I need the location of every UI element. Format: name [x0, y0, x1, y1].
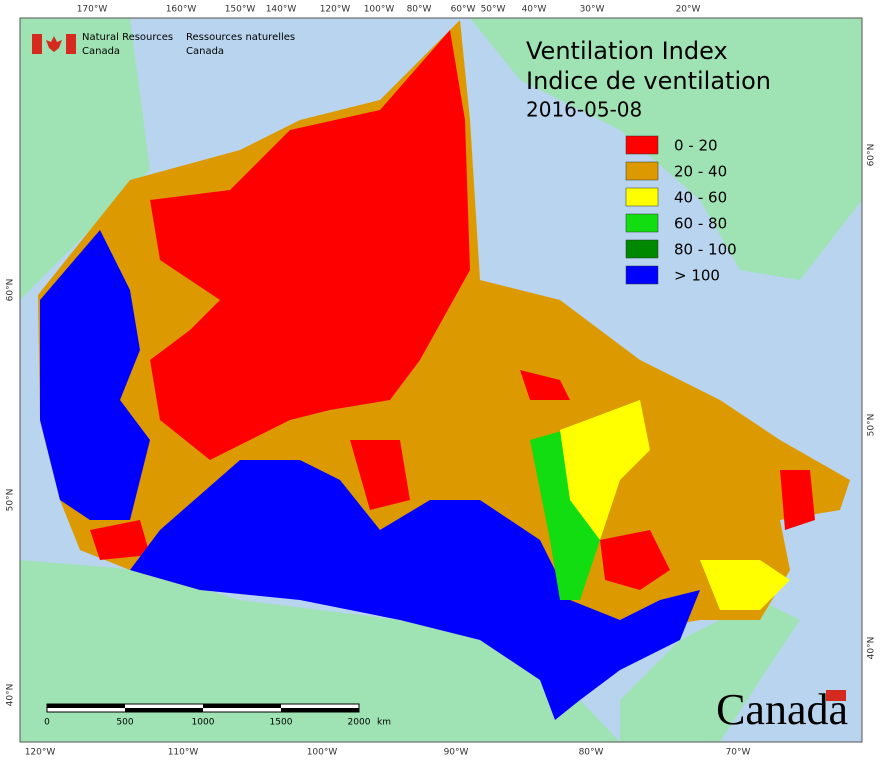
- latitude-label: 50°N: [6, 489, 16, 512]
- longitude-label: 70°W: [726, 748, 751, 758]
- legend-label: 60 - 80: [674, 215, 727, 233]
- title: Indice de ventilation: [526, 67, 771, 95]
- longitude-label: 170°W: [77, 5, 108, 15]
- agency: Canada: [186, 46, 224, 57]
- agency: Canada: [82, 46, 120, 57]
- longitude-label: 150°W: [225, 5, 256, 15]
- longitude-label: 110°W: [168, 748, 199, 758]
- greenland: [470, 18, 862, 280]
- longitude-label: 120°W: [25, 748, 56, 758]
- legend-label: 80 - 100: [674, 241, 737, 259]
- longitude-label: 90°W: [444, 748, 469, 758]
- longitude-label: 100°W: [307, 748, 338, 758]
- map-frame: [19, 17, 863, 743]
- latitude-label: 60°N: [6, 279, 16, 302]
- zone-blue-west: [40, 230, 150, 520]
- longitude-label: 160°W: [166, 5, 197, 15]
- title: Ventilation Index: [526, 37, 728, 65]
- latitude-label: 50°N: [867, 414, 877, 437]
- latitude-label: 60°N: [867, 144, 877, 167]
- scale-bar-label: 1500: [270, 718, 293, 728]
- legend-label: 0 - 20: [674, 137, 718, 155]
- longitude-label: 140°W: [266, 5, 297, 15]
- wordmark-flag: [826, 690, 846, 701]
- legend-swatch: [625, 135, 659, 155]
- longitude-label: 80°W: [579, 748, 604, 758]
- scale-bar-segment: [281, 708, 359, 712]
- longitude-label: 30°W: [580, 5, 605, 15]
- scale-bar-label: 0: [44, 718, 50, 728]
- legend-swatch: [625, 161, 659, 181]
- longitude-label: 120°W: [320, 5, 351, 15]
- scale-bar-segment: [203, 704, 281, 708]
- legend-swatch: [625, 187, 659, 207]
- usa-east: [620, 600, 800, 742]
- alaska: [20, 18, 150, 300]
- longitude-label: 100°W: [364, 5, 395, 15]
- legend-swatch: [625, 213, 659, 233]
- legend: 0 - 20 20 - 40 40 - 60 60 - 80 80 - 100 > 100: [625, 135, 737, 285]
- agency: Natural Resources: [82, 32, 173, 43]
- legend-label: 40 - 60: [674, 189, 727, 207]
- flag-right: [66, 34, 76, 54]
- zone-red-north: [150, 30, 470, 460]
- scale-bar: 0 500 1000 1500 2000 km: [44, 703, 391, 728]
- date: 2016-05-08: [526, 98, 642, 122]
- scale-bar-segment: [47, 704, 125, 708]
- legend-swatch: [625, 265, 659, 285]
- zone-blue-south: [130, 460, 700, 720]
- zone-yellow: [560, 400, 790, 610]
- scale-bar-label: 1000: [192, 718, 215, 728]
- latitude-label: 40°N: [6, 684, 16, 707]
- usa: [20, 560, 620, 742]
- latitude-label: 40°N: [867, 637, 877, 660]
- scale-bar-segment: [125, 708, 203, 712]
- maple-leaf: [46, 36, 62, 52]
- legend-swatch: [625, 239, 659, 259]
- longitude-label: 40°W: [522, 5, 547, 15]
- longitude-label: 20°W: [676, 5, 701, 15]
- scale-bar-label: 2000: [348, 718, 371, 728]
- legend-label: 20 - 40: [674, 163, 727, 181]
- longitude-label: 60°W: [451, 5, 476, 15]
- zone-red-south: [90, 370, 815, 590]
- scale-bar-label: 500: [116, 718, 133, 728]
- flag-left: [32, 34, 42, 54]
- agency: Ressources naturelles: [186, 32, 295, 43]
- longitude-label: 50°W: [481, 5, 506, 15]
- longitude-label: 80°W: [407, 5, 432, 15]
- legend-label: > 100: [674, 267, 720, 285]
- scale-bar-unit: km: [377, 718, 391, 728]
- graticule: 170°W 160°W 150°W 140°W 120°W 100°W 80°W 60°W 50…: [6, 5, 877, 758]
